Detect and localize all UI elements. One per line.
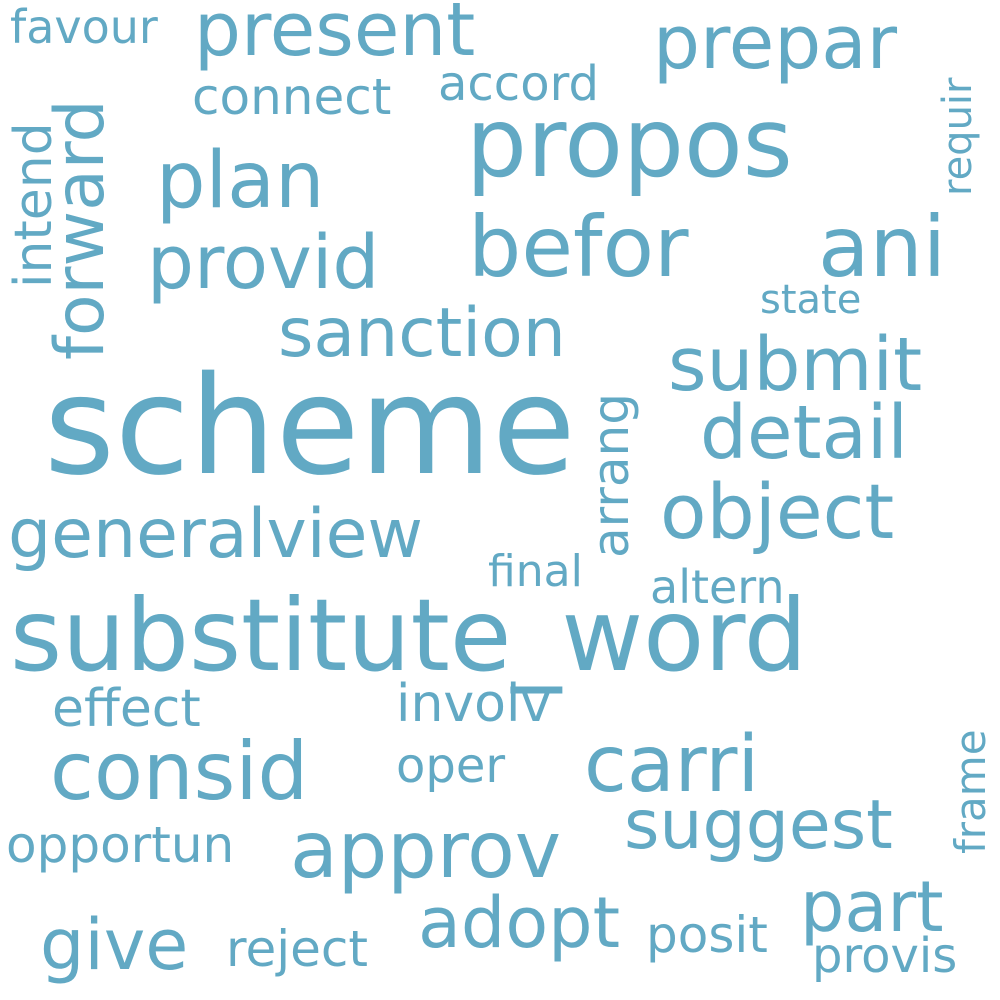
word-reject: reject (226, 920, 368, 978)
word-suggest: suggest (624, 786, 893, 865)
word-generalview: generalview (8, 495, 424, 574)
word-substitute-word: substitute_word (10, 577, 808, 694)
word-frame: frame (946, 729, 995, 854)
word-propos: propos (466, 87, 793, 199)
word-give: give (40, 904, 189, 986)
word-opportun: opportun (6, 816, 235, 874)
word-favour: favour (10, 0, 158, 54)
word-scheme: scheme (44, 348, 576, 506)
word-arrang: arrang (582, 393, 640, 558)
word-object: object (660, 467, 895, 556)
word-plan: plan (156, 136, 325, 226)
word-provid: provid (147, 220, 380, 306)
word-oper: oper (396, 738, 506, 794)
word-ani: ani (818, 198, 947, 296)
word-requir: requir (935, 77, 981, 196)
word-accord: accord (438, 56, 599, 112)
word-intend: intend (4, 122, 64, 288)
word-provis: provis (812, 928, 958, 984)
word-befor: befor (468, 198, 689, 296)
word-carri: carri (584, 720, 760, 810)
word-present: present (194, 0, 476, 73)
word-part: part (800, 866, 944, 948)
word-consid: consid (50, 725, 309, 818)
word-state: state (760, 277, 862, 323)
word-adopt: adopt (418, 882, 621, 964)
word-prepar: prepar (653, 0, 898, 86)
word-altern: altern (650, 560, 785, 614)
word-submit: submit (668, 322, 923, 408)
word-final: final (488, 546, 583, 597)
word-detail: detail (700, 390, 908, 476)
word-posit: posit (646, 906, 768, 964)
word-approv: approv (290, 806, 562, 896)
word-effect: effect (52, 679, 201, 739)
word-connect: connect (192, 68, 392, 126)
word-sanction: sanction (278, 294, 566, 373)
word-involv: involv (396, 674, 552, 734)
